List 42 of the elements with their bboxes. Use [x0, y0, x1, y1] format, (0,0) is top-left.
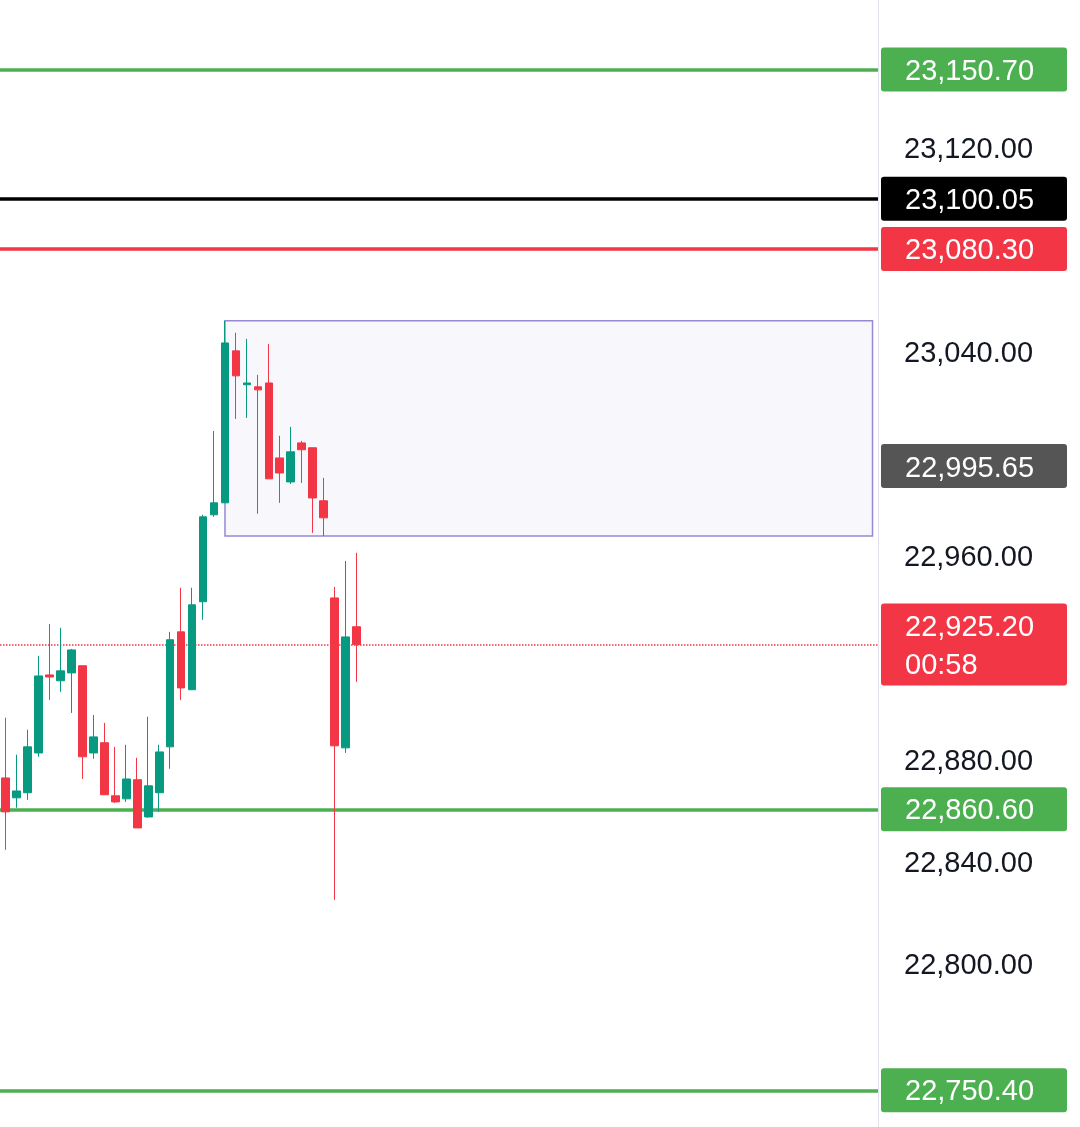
y-tick-label: 23,120.00 — [904, 131, 1034, 164]
y-tick-label: 22,960.00 — [904, 539, 1034, 572]
candlestick — [1, 717, 10, 851]
y-tick-label: 22,840.00 — [904, 845, 1034, 878]
candlestick — [67, 648, 76, 714]
candlestick — [89, 714, 98, 760]
text: 22,995.65 — [905, 450, 1035, 483]
candlestick — [144, 716, 153, 819]
candlestick — [265, 343, 273, 480]
candlestick — [297, 440, 306, 484]
candlestick — [341, 560, 350, 754]
candlestick — [308, 447, 317, 534]
candlestick — [254, 374, 262, 515]
candlestick — [12, 754, 21, 809]
candlestick — [111, 746, 120, 804]
candlestick — [166, 631, 174, 770]
candlestick — [275, 435, 284, 504]
ref-line-label: 23,100.05 — [905, 182, 1035, 215]
y-tick-label: 22,800.00 — [904, 947, 1034, 980]
y-tick-label: 23,040.00 — [904, 335, 1034, 368]
candlestick — [34, 655, 43, 758]
ref-line-label: 23,080.30 — [905, 233, 1035, 266]
candlestick — [78, 665, 87, 780]
candlestick — [243, 338, 251, 419]
candlestick — [155, 744, 164, 813]
candlestick — [232, 332, 240, 420]
ref-line-label: 22,860.60 — [905, 793, 1035, 826]
candlestick — [210, 430, 218, 518]
candlestick — [286, 426, 295, 485]
ref-line-label: 22,750.40 — [905, 1074, 1035, 1107]
ref-line-label: 23,150.70 — [905, 53, 1035, 86]
candlestick — [23, 729, 32, 801]
candlestick — [199, 514, 207, 621]
candlestick — [133, 757, 142, 829]
candlestick — [100, 722, 109, 796]
candlestick — [319, 477, 328, 537]
candlestick — [221, 320, 229, 504]
candlestick — [188, 587, 196, 691]
y-tick-label: 22,880.00 — [904, 743, 1034, 776]
ref-line-label: 22,925.20 00:58 — [905, 609, 1035, 680]
candlestick — [122, 744, 131, 803]
candlestick — [56, 627, 65, 693]
